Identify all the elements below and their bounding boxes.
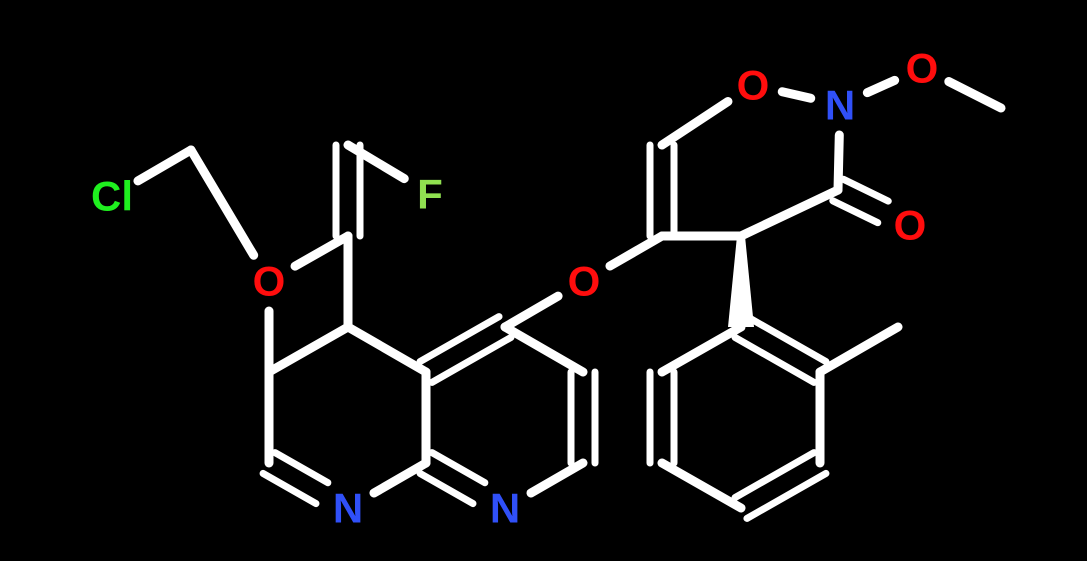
atom-label-o: O xyxy=(253,258,286,305)
atom-label-n: N xyxy=(333,485,363,532)
atom-label-n: N xyxy=(490,485,520,532)
atom-label-n: N xyxy=(825,82,855,129)
atom-label-f: F xyxy=(417,171,443,218)
atom-label-o: O xyxy=(906,45,939,92)
atom-label-o: O xyxy=(894,202,927,249)
molecule-diagram: Cl O F N N O O N O O xyxy=(0,0,1087,561)
atom-label-o: O xyxy=(568,258,601,305)
wedge-bond xyxy=(728,236,754,327)
atom-label-cl: Cl xyxy=(91,173,133,220)
atom-label-o: O xyxy=(737,62,770,109)
atom-labels-layer: Cl O F N N O O N O O xyxy=(91,45,938,532)
